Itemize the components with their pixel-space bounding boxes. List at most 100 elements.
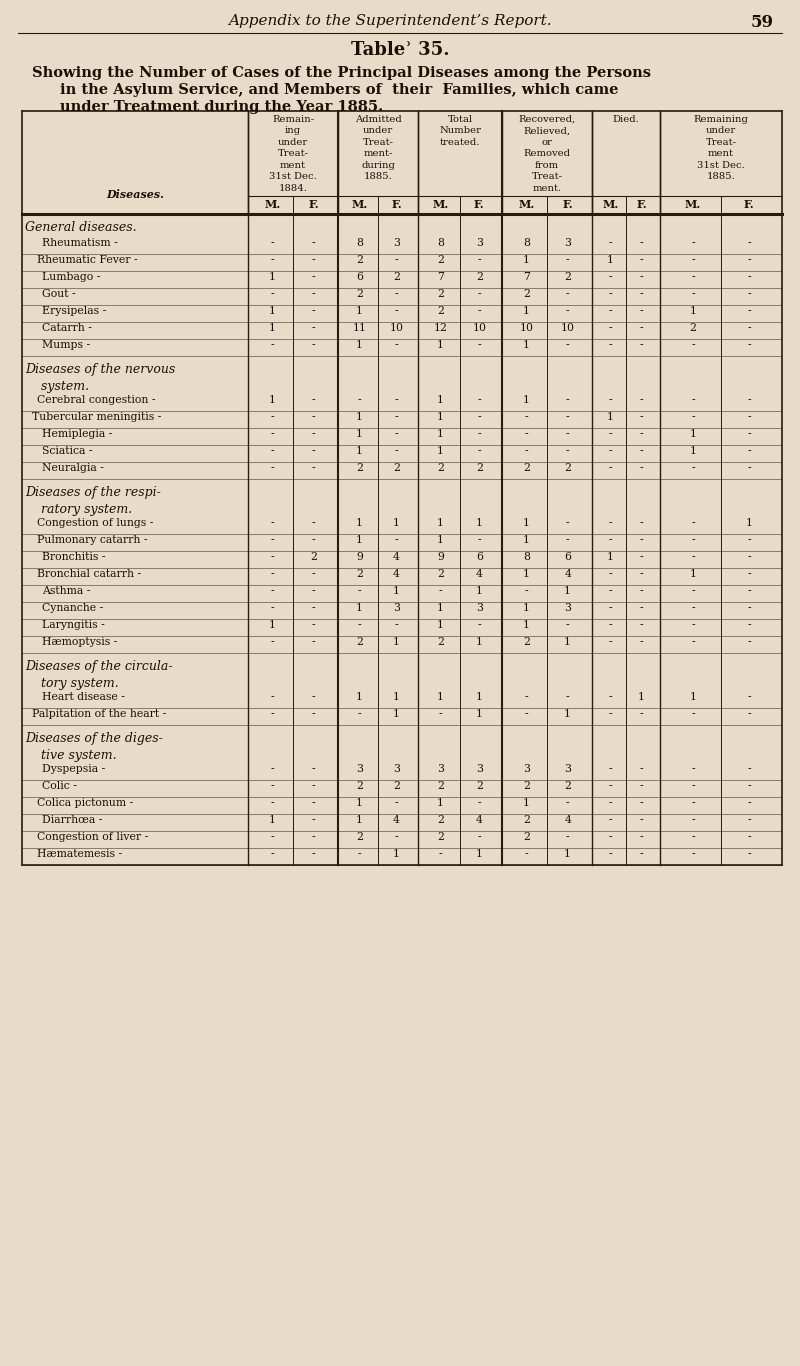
Text: Erysipelas -: Erysipelas - bbox=[42, 306, 106, 316]
Text: -: - bbox=[478, 429, 481, 438]
Text: -: - bbox=[312, 463, 315, 473]
Text: -: - bbox=[312, 290, 315, 299]
Text: -: - bbox=[747, 255, 751, 265]
Text: -: - bbox=[478, 620, 481, 630]
Text: -: - bbox=[566, 429, 570, 438]
Text: -: - bbox=[478, 290, 481, 299]
Text: -: - bbox=[566, 693, 570, 702]
Text: -: - bbox=[270, 693, 274, 702]
Text: -: - bbox=[566, 798, 570, 809]
Text: -: - bbox=[640, 850, 643, 859]
Text: -: - bbox=[394, 832, 398, 841]
Text: -: - bbox=[525, 413, 528, 422]
Text: 7: 7 bbox=[438, 272, 444, 281]
Text: 4: 4 bbox=[564, 570, 571, 579]
Text: Asthma -: Asthma - bbox=[42, 586, 90, 596]
Text: -: - bbox=[747, 832, 751, 841]
Text: 1: 1 bbox=[523, 340, 530, 350]
Text: 1: 1 bbox=[437, 798, 444, 809]
Text: 1: 1 bbox=[523, 395, 530, 404]
Text: -: - bbox=[691, 552, 694, 561]
Text: tory system.: tory system. bbox=[25, 678, 118, 690]
Text: Hæmoptysis -: Hæmoptysis - bbox=[42, 637, 118, 647]
Text: 3: 3 bbox=[393, 602, 400, 613]
Text: -: - bbox=[609, 570, 612, 579]
Text: -: - bbox=[478, 340, 481, 350]
Text: 8: 8 bbox=[437, 238, 444, 249]
Text: 3: 3 bbox=[564, 764, 571, 775]
Text: -: - bbox=[312, 238, 315, 249]
Text: -: - bbox=[478, 832, 481, 841]
Text: -: - bbox=[312, 395, 315, 404]
Text: 1: 1 bbox=[437, 413, 444, 422]
Text: -: - bbox=[691, 272, 694, 281]
Text: -: - bbox=[566, 395, 570, 404]
Text: 1: 1 bbox=[607, 255, 614, 265]
Text: Sciatica -: Sciatica - bbox=[42, 447, 93, 456]
Text: 2: 2 bbox=[523, 463, 530, 473]
Text: 59: 59 bbox=[750, 14, 774, 31]
Text: Rheumatic Fever -: Rheumatic Fever - bbox=[37, 255, 138, 265]
Text: -: - bbox=[691, 709, 694, 719]
Text: -: - bbox=[312, 340, 315, 350]
Text: 1: 1 bbox=[393, 850, 400, 859]
Text: -: - bbox=[358, 709, 362, 719]
Text: -: - bbox=[358, 586, 362, 596]
Text: F.: F. bbox=[391, 199, 402, 210]
Text: Catarrh -: Catarrh - bbox=[42, 322, 92, 333]
Text: 1: 1 bbox=[269, 816, 276, 825]
Text: -: - bbox=[640, 340, 643, 350]
Text: -: - bbox=[640, 637, 643, 647]
Text: 4: 4 bbox=[393, 570, 400, 579]
Text: -: - bbox=[640, 620, 643, 630]
Text: -: - bbox=[312, 306, 315, 316]
Text: 4: 4 bbox=[393, 552, 400, 561]
Text: Rheumatism -: Rheumatism - bbox=[42, 238, 118, 249]
Text: -: - bbox=[609, 781, 612, 791]
Text: 7: 7 bbox=[523, 272, 530, 281]
Text: -: - bbox=[312, 518, 315, 529]
Text: -: - bbox=[640, 322, 643, 333]
Text: -: - bbox=[747, 602, 751, 613]
Text: -: - bbox=[640, 463, 643, 473]
Text: -: - bbox=[270, 290, 274, 299]
Text: -: - bbox=[270, 447, 274, 456]
Text: -: - bbox=[691, 395, 694, 404]
Text: -: - bbox=[566, 447, 570, 456]
Text: -: - bbox=[609, 764, 612, 775]
Text: -: - bbox=[640, 570, 643, 579]
Text: 10: 10 bbox=[390, 322, 403, 333]
Text: -: - bbox=[478, 447, 481, 456]
Text: -: - bbox=[609, 447, 612, 456]
Text: 1: 1 bbox=[523, 570, 530, 579]
Text: -: - bbox=[640, 429, 643, 438]
Text: -: - bbox=[691, 816, 694, 825]
Text: -: - bbox=[312, 447, 315, 456]
Text: -: - bbox=[640, 535, 643, 545]
Text: 4: 4 bbox=[476, 570, 482, 579]
Text: 1: 1 bbox=[437, 395, 444, 404]
Text: 2: 2 bbox=[476, 272, 483, 281]
Text: -: - bbox=[640, 272, 643, 281]
Text: -: - bbox=[640, 255, 643, 265]
Text: Showing the Number of Cases of the Principal Diseases among the Persons: Showing the Number of Cases of the Princ… bbox=[32, 66, 651, 81]
Text: Admitted
under
Treat-
ment-
during
1885.: Admitted under Treat- ment- during 1885. bbox=[354, 115, 402, 182]
Text: -: - bbox=[747, 620, 751, 630]
Text: 12: 12 bbox=[434, 322, 448, 333]
Text: General diseases.: General diseases. bbox=[25, 221, 137, 234]
Text: F.: F. bbox=[474, 199, 485, 210]
Text: tive system.: tive system. bbox=[25, 749, 117, 762]
Text: Diseases of the nervous: Diseases of the nervous bbox=[25, 363, 175, 376]
Text: -: - bbox=[439, 586, 442, 596]
Text: -: - bbox=[609, 535, 612, 545]
Text: -: - bbox=[566, 518, 570, 529]
Text: 1: 1 bbox=[437, 429, 444, 438]
Text: -: - bbox=[270, 463, 274, 473]
Text: 2: 2 bbox=[356, 290, 363, 299]
Text: 1: 1 bbox=[607, 552, 614, 561]
Text: 1: 1 bbox=[523, 798, 530, 809]
Text: 11: 11 bbox=[353, 322, 366, 333]
Text: -: - bbox=[566, 535, 570, 545]
Text: -: - bbox=[747, 586, 751, 596]
Text: -: - bbox=[640, 709, 643, 719]
